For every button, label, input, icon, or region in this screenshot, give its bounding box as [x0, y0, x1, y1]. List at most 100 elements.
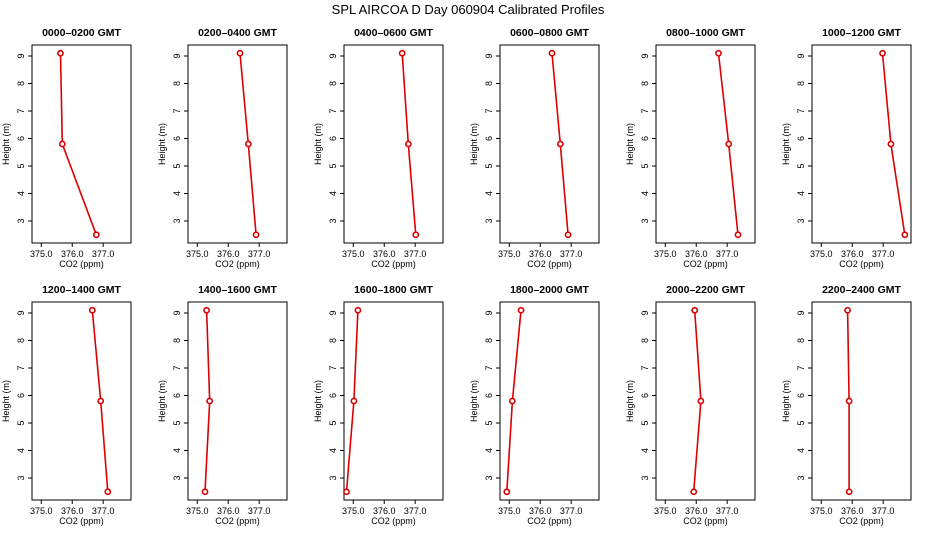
x-axis-label: CO2 (ppm)	[839, 259, 884, 269]
x-tick-label: 377.0	[248, 506, 271, 516]
y-tick-label: 7	[328, 108, 338, 113]
y-axis-label: Height (m)	[625, 123, 635, 165]
x-tick-label: 376.0	[61, 249, 84, 259]
y-tick-label: 8	[16, 81, 26, 86]
x-tick-label: 376.0	[529, 506, 552, 516]
x-tick-label: 377.0	[560, 506, 583, 516]
x-tick-label: 376.0	[217, 249, 240, 259]
y-tick-label: 4	[328, 191, 338, 196]
y-tick-label: 9	[328, 310, 338, 315]
y-tick-label: 6	[328, 393, 338, 398]
y-axis-label: Height (m)	[313, 123, 323, 165]
y-tick-label: 4	[484, 191, 494, 196]
data-point	[236, 49, 244, 57]
x-axis-label: CO2 (ppm)	[59, 259, 104, 269]
x-tick-label: 376.0	[685, 249, 708, 259]
y-axis-label: Height (m)	[1, 380, 11, 422]
y-tick-label: 8	[16, 338, 26, 343]
x-axis-label: CO2 (ppm)	[839, 516, 884, 526]
plot-frame	[187, 301, 288, 501]
panel-title: 2200–2400 GMT	[822, 284, 901, 296]
plot-frame	[655, 301, 756, 501]
y-tick-label: 5	[172, 163, 182, 168]
x-tick-label: 377.0	[92, 506, 115, 516]
y-tick-label: 3	[172, 475, 182, 480]
data-point	[715, 49, 722, 57]
y-tick-label: 9	[640, 53, 650, 58]
plot-frame	[811, 301, 912, 501]
y-tick-label: 3	[484, 218, 494, 223]
y-tick-label: 8	[328, 81, 338, 86]
x-axis-label: CO2 (ppm)	[527, 516, 572, 526]
data-point	[887, 140, 895, 148]
plot-frame	[499, 44, 600, 244]
y-tick-label: 3	[640, 218, 650, 223]
y-tick-label: 5	[16, 420, 26, 425]
y-tick-label: 9	[796, 310, 806, 315]
x-tick-label: 376.0	[373, 506, 396, 516]
y-tick-label: 9	[16, 53, 26, 58]
data-point	[350, 397, 358, 405]
y-tick-label: 9	[172, 53, 182, 58]
y-tick-label: 8	[640, 338, 650, 343]
x-tick-label: 375.0	[810, 506, 833, 516]
data-point	[201, 488, 209, 496]
panel-title: 0400–0600 GMT	[354, 27, 433, 39]
x-axis-label: CO2 (ppm)	[215, 259, 260, 269]
data-point	[697, 397, 705, 405]
data-point	[690, 488, 698, 496]
data-point	[398, 49, 406, 57]
x-tick-label: 377.0	[872, 249, 895, 259]
x-tick-label: 376.0	[529, 249, 552, 259]
x-tick-label: 377.0	[404, 506, 427, 516]
data-point	[244, 140, 252, 148]
data-point	[97, 397, 105, 405]
data-point	[548, 49, 556, 57]
x-axis-label: CO2 (ppm)	[371, 259, 416, 269]
x-tick-label: 375.0	[654, 249, 677, 259]
y-axis-label: Height (m)	[781, 123, 791, 165]
data-point	[564, 231, 572, 239]
y-tick-label: 4	[640, 191, 650, 196]
x-tick-label: 375.0	[498, 249, 521, 259]
panel-title: 0000–0200 GMT	[42, 27, 121, 39]
x-tick-label: 375.0	[654, 506, 677, 516]
plot-frame	[343, 301, 444, 501]
x-tick-label: 376.0	[373, 249, 396, 259]
x-tick-label: 376.0	[61, 506, 84, 516]
y-tick-label: 8	[328, 338, 338, 343]
y-tick-label: 7	[328, 365, 338, 370]
y-tick-label: 8	[796, 81, 806, 86]
y-tick-label: 7	[484, 365, 494, 370]
y-tick-label: 3	[16, 475, 26, 480]
data-point	[88, 306, 96, 314]
y-axis-label: Height (m)	[157, 380, 167, 422]
y-tick-label: 7	[16, 365, 26, 370]
data-point	[343, 488, 350, 496]
y-axis-label: Height (m)	[469, 380, 479, 422]
y-tick-label: 7	[172, 108, 182, 113]
y-tick-label: 5	[328, 420, 338, 425]
panel-title: 0200–0400 GMT	[198, 27, 277, 39]
y-tick-label: 6	[16, 136, 26, 141]
y-tick-label: 3	[640, 475, 650, 480]
x-tick-label: 377.0	[248, 249, 271, 259]
data-point	[845, 397, 853, 405]
panel-title: 1800–2000 GMT	[510, 284, 589, 296]
y-tick-label: 8	[484, 81, 494, 86]
y-tick-label: 3	[172, 218, 182, 223]
plot-frame	[343, 44, 444, 244]
data-point	[58, 140, 66, 148]
y-tick-label: 6	[796, 393, 806, 398]
